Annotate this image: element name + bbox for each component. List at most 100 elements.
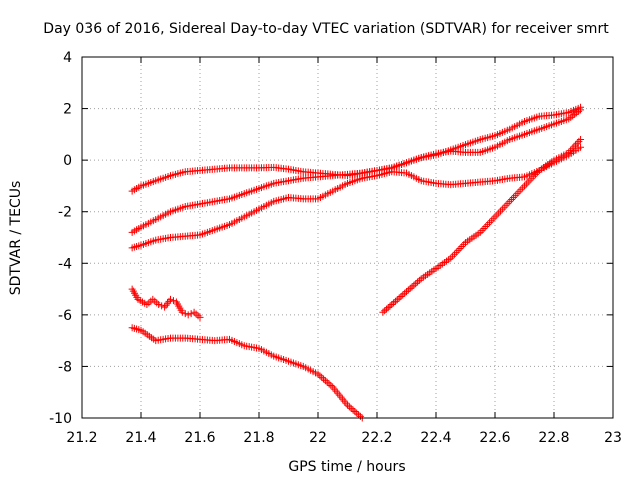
- data-point: [460, 241, 468, 249]
- data-point: [382, 305, 390, 313]
- data-point: [391, 297, 399, 305]
- data-point: [500, 203, 508, 211]
- data-point: [353, 409, 361, 417]
- data-point: [379, 308, 387, 316]
- x-tick-label: 22: [309, 430, 327, 446]
- y-tick-label: -4: [58, 256, 72, 272]
- data-point: [390, 299, 398, 307]
- y-tick-label: 2: [63, 102, 72, 118]
- x-tick-label: 22.4: [420, 430, 451, 446]
- data-point: [458, 243, 466, 251]
- data-point: [577, 143, 585, 151]
- series-track-d: [128, 324, 366, 422]
- x-axis-label: GPS time / hours: [288, 459, 405, 475]
- data-point: [408, 283, 416, 291]
- data-point: [327, 381, 335, 389]
- data-point: [397, 292, 405, 300]
- data-point: [493, 211, 501, 219]
- data-point: [573, 139, 581, 147]
- data-point: [167, 295, 174, 303]
- data-point: [495, 209, 503, 217]
- data-point: [388, 301, 396, 309]
- data-point: [349, 406, 357, 414]
- data-point: [401, 289, 409, 297]
- grid-lines: [82, 57, 613, 418]
- data-point: [577, 106, 585, 114]
- data-point: [517, 186, 525, 194]
- data-point: [519, 184, 527, 192]
- data-point: [321, 377, 329, 385]
- axis-ticks: 21.2 21.4 21.6 21.8 22 22.2 22.4 22.6 22.8 23 -10 -…: [49, 50, 622, 446]
- data-point: [169, 297, 177, 305]
- series-track-e: [128, 285, 204, 321]
- data-point: [524, 178, 532, 186]
- data-point: [406, 284, 414, 292]
- data-point: [320, 375, 328, 383]
- y-tick-label: -10: [49, 411, 72, 427]
- x-tick-label: 23: [604, 430, 622, 446]
- data-point: [577, 136, 585, 144]
- data-point: [533, 168, 541, 176]
- y-tick-label: 4: [63, 50, 72, 66]
- data-point: [480, 224, 488, 232]
- data-point: [158, 302, 166, 310]
- data-point: [449, 252, 457, 260]
- data-point: [345, 403, 353, 411]
- data-point: [355, 411, 363, 419]
- data-point: [482, 223, 490, 231]
- data-point: [384, 304, 392, 312]
- data-point: [511, 192, 519, 200]
- data-point: [506, 197, 514, 205]
- series-track-b: [128, 106, 585, 236]
- data-point: [412, 280, 420, 288]
- data-point: [575, 137, 583, 145]
- data-point: [489, 215, 497, 223]
- data-point: [568, 145, 576, 153]
- x-tick-label: 22.6: [479, 430, 510, 446]
- data-point: [484, 221, 492, 229]
- x-tick-label: 21.4: [125, 430, 156, 446]
- data-series: [128, 103, 585, 422]
- data-point: [456, 244, 464, 252]
- data-point: [155, 301, 163, 309]
- data-point: [522, 180, 530, 188]
- data-point: [508, 195, 516, 203]
- y-tick-label: -8: [58, 359, 72, 375]
- data-point: [487, 217, 495, 225]
- data-point: [325, 380, 333, 388]
- data-point: [381, 307, 389, 315]
- data-point: [399, 291, 407, 299]
- data-point: [386, 302, 394, 310]
- x-tick-label: 21.2: [66, 430, 97, 446]
- data-point: [351, 408, 359, 416]
- data-point: [491, 213, 499, 221]
- x-tick-label: 21.6: [184, 430, 215, 446]
- x-tick-label: 22.8: [538, 430, 569, 446]
- plot-frame: [81, 56, 614, 419]
- data-point: [395, 294, 403, 302]
- y-axis-label: SDTVAR / TECUs: [8, 181, 24, 296]
- data-point: [513, 190, 521, 198]
- y-tick-label: -6: [58, 308, 72, 324]
- data-point: [497, 207, 505, 215]
- data-point: [478, 226, 486, 234]
- data-point: [323, 378, 331, 386]
- data-point: [498, 205, 506, 213]
- series-track-c: [128, 143, 585, 252]
- data-point: [178, 308, 186, 316]
- data-point: [196, 313, 204, 321]
- data-point: [515, 188, 523, 196]
- data-point: [504, 199, 512, 207]
- x-tick-label: 22.2: [361, 430, 392, 446]
- y-tick-label: -2: [58, 205, 72, 221]
- data-point: [454, 246, 462, 254]
- series-track-f: [379, 136, 585, 316]
- data-point: [356, 412, 364, 420]
- data-point: [347, 404, 355, 412]
- data-point: [415, 276, 423, 284]
- data-point: [526, 176, 534, 184]
- data-point: [521, 182, 528, 190]
- data-point: [403, 288, 410, 296]
- data-point: [452, 248, 460, 256]
